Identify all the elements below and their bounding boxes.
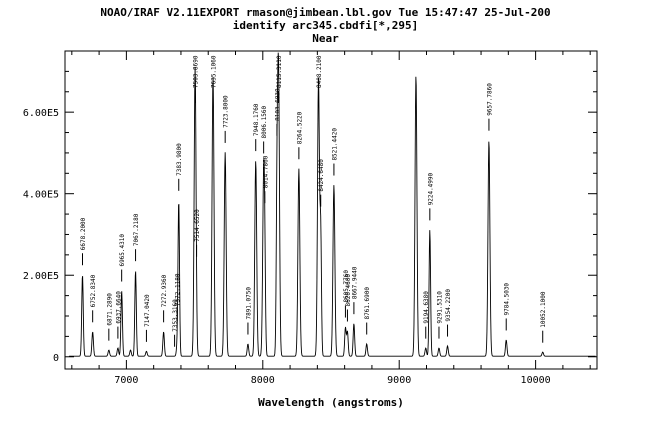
x-tick-label: 8000: [251, 375, 275, 386]
annotation-label: 9657.7860: [486, 83, 493, 116]
plot-header-line2: identify arc345.cbdfi[*,295]: [232, 19, 419, 32]
annotation-label: 9194.6380: [423, 291, 430, 324]
y-tick-label: 4.00E5: [23, 190, 59, 201]
annotation-label: 7514.6520: [194, 209, 201, 242]
annotation-label: 9354.2200: [445, 289, 452, 322]
annotation-label: 8424.6480: [318, 159, 325, 192]
annotation-label: 8408.2100: [316, 55, 323, 88]
annotation-label: 8761.6900: [364, 287, 371, 320]
annotation-label: 7353.3160: [172, 299, 179, 332]
x-axis-label: Wavelength (angstroms): [258, 396, 404, 409]
y-tick-label: 6.00E5: [23, 108, 59, 119]
annotation-label: 8620.4600: [345, 274, 352, 307]
annotation-label: 8103.6930: [274, 88, 281, 121]
spectrum-line: [69, 52, 596, 357]
annotation-label: 9784.5030: [504, 283, 511, 316]
annotation-label: 9224.4990: [427, 172, 434, 205]
annotation-label: 6965.4310: [119, 234, 126, 267]
axis-tick-labels: 7000 8000 9000 10000 0 2.00E5 4.00E5 6.00E5: [23, 108, 551, 386]
plot-header-line1: NOAO/IRAF V2.11EXPORT rmason@jimbean.lbl…: [100, 6, 551, 19]
y-tick-label: 0: [53, 353, 59, 364]
plot-frame: [64, 50, 598, 370]
annotation-label: 8006.1560: [261, 106, 268, 139]
annotation-label: 8264.5220: [296, 111, 303, 144]
annotation-label: 7503.8690: [193, 55, 200, 88]
axis-ticks: [65, 51, 597, 369]
annotation-label: 6937.6640: [115, 291, 122, 324]
annotation-label: 8521.4420: [331, 128, 338, 161]
annotation-label: 8014.7860: [262, 155, 269, 188]
annotation-label: 10052.1000: [540, 291, 547, 328]
annotation-label: 7147.0420: [144, 294, 151, 327]
annotation-label: 9291.5310: [436, 291, 443, 324]
annotation-label: 7372.1180: [175, 273, 182, 306]
x-tick-label: 10000: [521, 375, 551, 386]
annotation-label: 7948.1760: [253, 103, 260, 136]
x-tick-label: 7000: [114, 375, 138, 386]
line-annotations: 6678.2000 6752.8340 6871.2890 6937.6640 6965…: [80, 55, 547, 347]
annotation-label: 7891.0750: [245, 287, 252, 320]
annotation-label: 7272.9360: [161, 274, 168, 307]
annotation-label: 7383.9800: [176, 143, 183, 176]
annotation-label: 7067.2180: [133, 213, 140, 246]
x-tick-label: 9000: [387, 375, 411, 386]
annotation-label: 8115.3110: [276, 55, 283, 88]
annotation-label: 6678.2000: [80, 217, 87, 250]
annotation-label: 8605.7760: [343, 270, 350, 303]
annotation-label: 6871.2890: [106, 293, 113, 326]
annotation-label: 7723.8000: [223, 95, 230, 128]
annotation-label: 6752.8340: [90, 274, 97, 307]
plot-header-line3: Near: [312, 32, 339, 45]
y-tick-label: 2.00E5: [23, 271, 59, 282]
annotation-label: 8667.9440: [351, 266, 358, 299]
annotation-label: 7635.1060: [211, 55, 218, 88]
